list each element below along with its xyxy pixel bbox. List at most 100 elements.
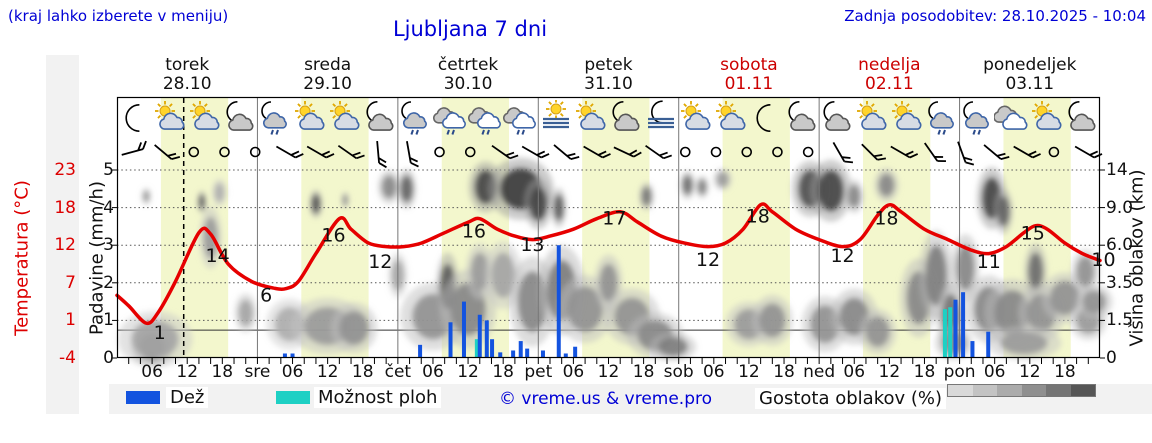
cloud-height-tick-label: 3.5	[1106, 272, 1134, 293]
day-name: nedelja	[858, 55, 921, 75]
density-gradient-segment	[1070, 385, 1095, 396]
temperature-label: 14	[206, 245, 230, 267]
weather-icon-sun-cloud	[187, 100, 223, 140]
time-tick-label: sre	[244, 362, 271, 382]
wind-barb-icon	[645, 144, 672, 160]
precip-tick-label: 2	[103, 272, 114, 293]
time-tick-label: 06	[281, 362, 304, 382]
left-axis-strip	[46, 55, 79, 414]
day-header-nedelja: nedelja 02.11	[819, 56, 959, 94]
shower-legend-label: Možnost ploh	[314, 387, 442, 408]
precip-tick-label: 0	[103, 348, 114, 368]
wind-barb-icon	[121, 140, 147, 156]
day-date: 03.11	[1005, 74, 1055, 94]
density-gradient-segment	[1046, 385, 1071, 396]
temperature-label: 16	[462, 221, 486, 243]
weather-icon-moon-fog	[643, 100, 679, 140]
wind-calm-icon	[464, 146, 476, 158]
day-name: torek	[165, 55, 210, 75]
rain-legend-swatch	[126, 391, 160, 404]
day-name: četrtek	[437, 55, 499, 75]
time-tick-label: ned	[803, 362, 836, 382]
time-tick-label: čet	[384, 362, 412, 382]
day-header-ponedeljek: ponedeljek 03.11	[960, 56, 1100, 94]
day-name: sobota	[720, 55, 778, 75]
wind-barb-icon	[553, 144, 580, 160]
time-tick-label: 18	[773, 362, 795, 382]
temperature-label: 17	[602, 208, 626, 230]
wind-barb-icon	[275, 145, 304, 159]
weather-icon-moon	[117, 100, 153, 140]
temp-tick-label: 1	[65, 310, 76, 331]
copyright-link[interactable]: © vreme.us & vreme.pro	[499, 389, 713, 409]
time-tick-label: sob	[663, 362, 694, 382]
weather-icon-moon-cloud	[1064, 100, 1100, 140]
weather-icon-cloud-drizzle	[467, 100, 504, 140]
weather-icon-moon-cloud-drizzle	[924, 100, 960, 140]
wind-calm-icon	[188, 146, 200, 158]
wind-barb-icon	[583, 145, 611, 159]
time-tick-label: 12	[176, 362, 199, 382]
wind-barb-icon	[521, 145, 550, 159]
page-title: Ljubljana 7 dni	[392, 17, 548, 41]
day-date: 29.10	[303, 74, 352, 94]
wind-calm-icon	[434, 146, 445, 158]
temp-tick-label: 18	[54, 197, 76, 218]
weather-icon-sun-cloud	[573, 100, 609, 140]
wind-calm-icon	[710, 146, 722, 158]
wind-barb-icon	[890, 145, 919, 159]
weather-icon-sun-cloud	[327, 100, 363, 140]
precip-tick-label: 4	[103, 197, 114, 218]
density-gradient-segment	[948, 385, 973, 396]
weather-icon-clouds	[994, 100, 1030, 140]
wind-barb-icon	[924, 142, 946, 162]
weather-icon-sun-cloud	[292, 100, 328, 140]
weather-icon-moon	[748, 100, 784, 140]
time-tick-label: 12	[597, 362, 620, 382]
cloud-height-tick-label: 14	[1106, 160, 1128, 180]
density-gradient-segment	[1021, 385, 1046, 396]
temperature-label: 6	[260, 285, 272, 307]
temperature-label: 1	[154, 322, 166, 344]
wind-barb-icon	[337, 144, 365, 160]
day-date: 30.10	[443, 74, 493, 94]
weather-icon-moon-cloud-drizzle	[397, 100, 433, 140]
wind-barb-icon	[376, 140, 387, 169]
rain-legend-label: Dež	[166, 387, 209, 408]
temperature-label: 12	[696, 249, 720, 271]
wind-barb-icon	[491, 144, 519, 160]
time-tick-label: 06	[983, 362, 1006, 382]
cloud-height-tick-label: 1.5	[1106, 310, 1134, 331]
wind-barb-icon	[983, 144, 1010, 160]
day-header-sobota: sobota 01.11	[679, 56, 819, 94]
weather-icon-moon-cloud	[608, 100, 644, 140]
time-tick-label: 12	[878, 362, 901, 382]
weather-icon-moon-cloud-drizzle	[257, 100, 293, 140]
day-name: petek	[584, 55, 633, 75]
time-tick-label: 06	[141, 362, 163, 382]
weather-icon-sun-cloud	[854, 100, 890, 140]
meteogram-plot: 1 14 6 16 12 16 13 17 12 18 12 18 11 15 10	[112, 96, 1116, 368]
weather-icon-moon-cloud	[819, 100, 855, 140]
weather-icon-sun-cloud	[678, 100, 714, 140]
wind-barb-icon	[306, 145, 335, 159]
weather-icon-cloud-drizzle	[502, 100, 539, 140]
day-name: ponedeljek	[983, 55, 1077, 75]
wind-barb-icon	[861, 143, 887, 161]
time-tick-label: 18	[1054, 362, 1076, 382]
weather-icon-moon-cloud	[784, 100, 820, 140]
time-tick-label: 06	[843, 362, 866, 382]
day-date: 01.11	[724, 74, 774, 94]
wind-barb-icon	[832, 142, 854, 164]
wind-barb-icon	[154, 144, 181, 160]
weather-icon-sun-cloud	[713, 100, 749, 140]
wind-calm-icon	[772, 146, 783, 158]
time-tick-label: 18	[632, 362, 655, 382]
temperature-label: 12	[830, 245, 854, 267]
wind-calm-icon	[1048, 146, 1060, 158]
location-menu-hint: (kraj lahko izberete v meniju)	[8, 7, 229, 25]
wind-calm-icon	[802, 146, 814, 158]
wind-barb-icon	[1074, 145, 1103, 159]
last-update-timestamp: Zadnja posodobitev: 28.10.2025 - 10:04	[844, 7, 1146, 25]
density-gradient-segment	[972, 385, 997, 396]
